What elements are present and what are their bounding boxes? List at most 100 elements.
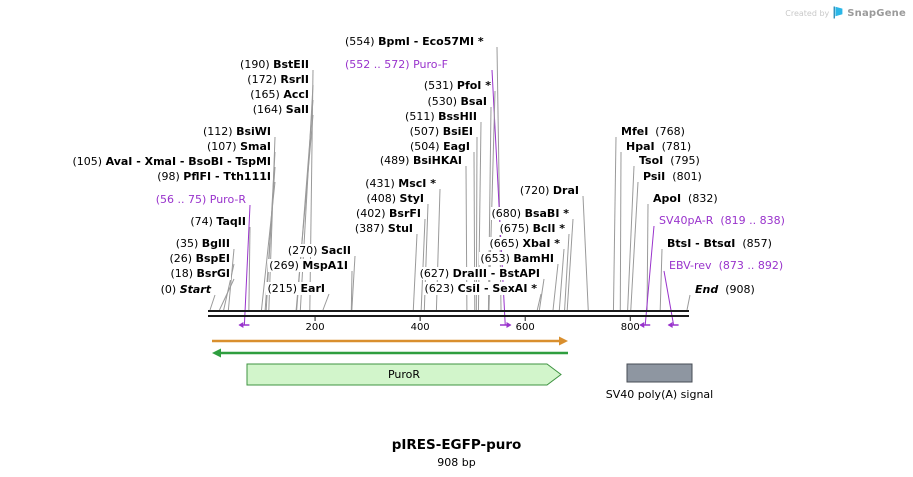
site-name: BsiWI [236, 125, 271, 138]
enzyme-label-BssHII: (511) BssHII [404, 110, 478, 123]
site-name: AccI [283, 88, 309, 101]
site-name: BsaBI * [524, 207, 569, 220]
site-name: BsaI [460, 95, 487, 108]
site-name: Puro-R [209, 193, 246, 206]
enzyme-label-BsiHKAI: (489) BsiHKAI [378, 154, 463, 167]
enzyme-leader-line [536, 293, 542, 311]
enzyme-label-BstEII: (190) BstEII [239, 58, 310, 71]
enzyme-leader-line [351, 255, 356, 311]
enzyme-label-BamHI: (653) BamHI [479, 252, 555, 265]
feature-puror [246, 363, 562, 386]
site-position: (819 .. 838) [713, 214, 785, 227]
enzyme-label-BsrGI: (18) BsrGI [169, 267, 231, 280]
site-position: (781) [654, 140, 692, 153]
site-name: DraI [552, 184, 579, 197]
site-name: AvaI - XmaI - BsoBI - TspMI [105, 155, 271, 168]
site-position: (873 .. 892) [711, 259, 784, 272]
enzyme-label-BsrFI: (402) BsrFI [354, 207, 422, 220]
enzyme-label-PsiI: PsiI (801) [642, 170, 703, 183]
site-position: (507) [409, 125, 443, 138]
enzyme-label-CsiI-SexAI-: (623) CsiI - SexAI * [423, 282, 538, 295]
enzyme-leader-line [209, 294, 216, 311]
plasmid-length: 908 bp [437, 456, 476, 469]
site-name: BstEII [273, 58, 309, 71]
enzyme-leader-line [564, 233, 570, 311]
enzyme-leader-line [420, 218, 426, 311]
site-name: MspA1I [302, 259, 348, 272]
site-name: TsoI [639, 154, 664, 167]
site-position: (489) [379, 154, 413, 167]
site-name: EarI [300, 282, 325, 295]
enzyme-label-TaqII: (74) TaqII [189, 215, 247, 228]
enzyme-leader-line [566, 218, 574, 311]
site-name: PflFI - Tth111I [183, 170, 271, 183]
site-position: (35) [175, 237, 202, 250]
map-tick-label: 400 [410, 322, 430, 333]
enzyme-leader-line [552, 263, 559, 311]
site-name: Puro-F [413, 58, 448, 71]
site-position: (627) [419, 267, 453, 280]
site-position: (623) [424, 282, 458, 295]
enzyme-label-BspEI: (26) BspEI [168, 252, 231, 265]
enzyme-label-AvaI-XmaI-BsoBI-TspMI: (105) AvaI - XmaI - BsoBI - TspMI [71, 155, 272, 168]
credit-line: Created by SnapGene [785, 4, 906, 23]
map-tick-label: 800 [620, 322, 640, 333]
site-name: RsrII [280, 73, 309, 86]
enzyme-label-BsaI: (530) BsaI [426, 95, 488, 108]
enzyme-label-TsoI: TsoI (795) [638, 154, 701, 167]
plasmid-name: pIRES-EGFP-puro [391, 437, 522, 453]
site-position: (530) [427, 95, 461, 108]
enzyme-label-SmaI: (107) SmaI [206, 140, 272, 153]
enzyme-label-MfeI: MfeI (768) [620, 125, 686, 138]
primer-arrowhead [667, 322, 673, 328]
site-position: (801) [665, 170, 702, 183]
site-name: BssHII [438, 110, 477, 123]
site-name: BamHI [513, 252, 554, 265]
site-name: End [695, 283, 719, 296]
map-tick-label: 200 [305, 322, 325, 333]
enzyme-label-PfoI-: (531) PfoI * [422, 79, 492, 92]
site-position: (164) [252, 103, 286, 116]
enzyme-leader-line [223, 263, 235, 311]
enzyme-label-StuI: (387) StuI [353, 222, 414, 235]
site-name: EagI [443, 140, 470, 153]
enzyme-label-XbaI-: (665) XbaI * [488, 237, 561, 250]
site-name: BsiEI [442, 125, 473, 138]
site-name: BspEI [195, 252, 230, 265]
site-name: ApoI [653, 192, 682, 205]
enzyme-leader-line [659, 248, 663, 311]
site-name: XbaI * [522, 237, 560, 250]
enzyme-label-BglII: (35) BglII [174, 237, 231, 250]
site-name: CsiI - SexAI * [457, 282, 537, 295]
site-position: (511) [405, 110, 439, 123]
site-position: (908) [718, 283, 755, 296]
site-name: BpmI - Eco57MI * [378, 35, 484, 48]
site-position: (105) [72, 155, 106, 168]
enzyme-leader-line [619, 151, 622, 311]
site-position: (56 .. 75) [155, 193, 210, 206]
site-position: (720) [519, 184, 553, 197]
enzyme-label-ApoI: ApoI (832) [652, 192, 719, 205]
site-name: DraIII - BstAPI [452, 267, 540, 280]
enzyme-leader-line [219, 278, 235, 311]
enzyme-leader-line [612, 136, 617, 311]
enzyme-label-EagI: (504) EagI [409, 140, 471, 153]
site-position: (552 .. 572) [345, 58, 414, 71]
site-position: (74) [190, 215, 217, 228]
enzyme-leader-line [646, 203, 649, 311]
enzyme-leader-line [558, 248, 565, 311]
site-name: BsrFI [389, 207, 421, 220]
site-position: (554) [345, 35, 379, 48]
enzyme-leader-line [686, 294, 691, 311]
title-block: pIRES-EGFP-puro 908 bp [0, 437, 913, 469]
site-name: SacII [320, 244, 351, 257]
feature-sv40-polya-label: SV40 poly(A) signal [605, 388, 714, 401]
site-position: (653) [480, 252, 514, 265]
site-position: (215) [267, 282, 301, 295]
enzyme-label-StyI: (408) StyI [365, 192, 425, 205]
enzyme-label-HpaI: HpaI (781) [625, 140, 693, 153]
site-position: (0) [160, 283, 180, 296]
enzyme-leader-line [627, 165, 635, 311]
enzyme-label-BsiWI: (112) BsiWI [201, 125, 272, 138]
